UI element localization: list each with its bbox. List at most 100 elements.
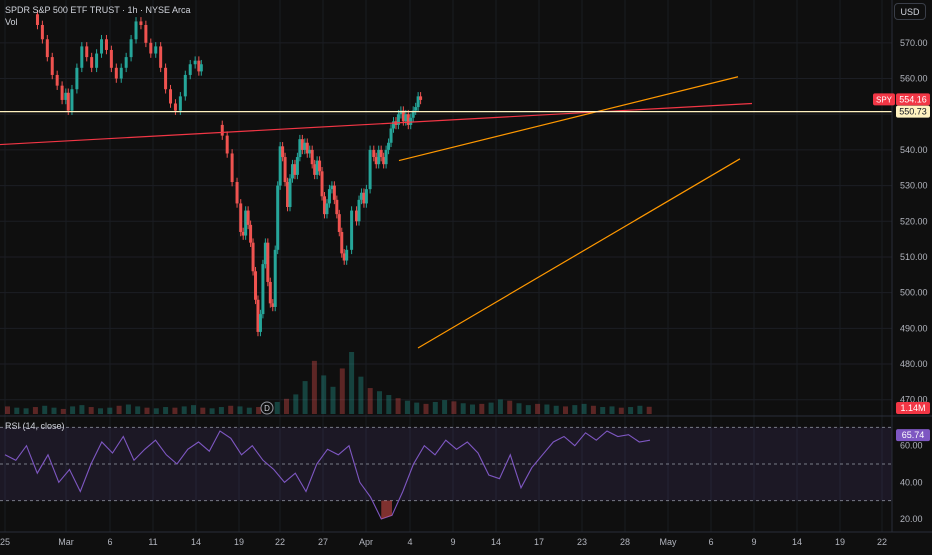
dividend-marker (260, 401, 274, 415)
volume-bar (107, 407, 113, 414)
price-badges: D SPY 554.16 550.73 1.14M 65.74 (260, 93, 930, 442)
y-tick-label: 510.00 (900, 252, 928, 262)
x-tick-label: 22 (877, 537, 887, 547)
candle-body (241, 231, 245, 236)
volume-value-badge (896, 402, 930, 414)
volume-bar (479, 403, 485, 414)
volume-bar (423, 403, 429, 414)
candle-body (359, 192, 363, 200)
rsi-value-text: 65.74 (902, 430, 925, 440)
candle-body (315, 160, 319, 175)
trendline-red (0, 102, 753, 146)
candle-body (345, 249, 349, 261)
candle-body (169, 89, 173, 104)
dividend-marker-label: D (264, 404, 270, 413)
volume-bar (404, 400, 410, 414)
level-price-text: 550.73 (899, 107, 927, 117)
candle-body (387, 142, 391, 150)
y-tick-label: 570.00 (900, 38, 928, 48)
candle-body (323, 196, 327, 215)
candle-body (129, 39, 133, 58)
volume-bar (311, 360, 317, 414)
rsi-tick-label: 40.00 (900, 477, 923, 487)
candle-body (391, 121, 395, 129)
candle-body (220, 124, 224, 136)
candle-body (406, 114, 410, 125)
x-tick-label: 14 (191, 537, 201, 547)
volume-bar (153, 408, 159, 414)
volume-bar (144, 407, 150, 414)
volume-bar (163, 407, 169, 414)
candle-body (149, 42, 153, 54)
candle-body (45, 39, 49, 58)
candle-body (379, 149, 383, 158)
candle-body (75, 67, 79, 90)
x-tick-label: 14 (491, 537, 501, 547)
candle-body (256, 299, 260, 332)
candle-body (199, 64, 203, 72)
x-tick-label: Mar (58, 537, 74, 547)
candle-body (178, 96, 182, 111)
candle-body (342, 253, 346, 261)
candle-body (372, 149, 376, 158)
volume-bar (377, 391, 382, 414)
y-tick-label: 500.00 (900, 288, 928, 298)
candle-body (340, 231, 344, 254)
symbol-title[interactable]: SPDR S&P 500 ETF TRUST · 1h · NYSE Arca (5, 5, 191, 15)
candle-body (144, 24, 148, 43)
x-tick-label: 9 (450, 537, 455, 547)
candle-body (290, 164, 294, 179)
trendline-lower (417, 158, 741, 349)
level-price-badge (896, 105, 930, 118)
volume-bar (209, 408, 215, 414)
volume-bar (618, 407, 624, 414)
volume-bar (516, 403, 522, 414)
candle-body (35, 14, 39, 25)
volume-bar (572, 405, 578, 414)
trendline-upper (398, 76, 739, 162)
rsi-oversold-fill (381, 500, 392, 519)
y-tick-label: 530.00 (900, 181, 928, 191)
rsi-legend[interactable]: RSI (14, close) (5, 421, 65, 431)
volume-legend[interactable]: Vol (5, 17, 18, 27)
volume-bar (414, 402, 420, 414)
volume-bar (358, 376, 364, 414)
candle-body (357, 199, 361, 222)
candle-body (283, 157, 287, 183)
y-tick-label: 540.00 (900, 145, 928, 155)
volume-bar (32, 407, 38, 414)
candle-body (70, 89, 74, 111)
candle-body (271, 303, 275, 307)
candle-body (377, 149, 381, 165)
y-tick-label: 520.00 (900, 216, 928, 226)
volume-bar (395, 398, 401, 414)
candle-body (164, 67, 168, 90)
volume-bar (181, 406, 187, 414)
currency-button[interactable]: USD (894, 3, 926, 20)
candle-body (249, 224, 253, 243)
volume-bar (51, 407, 57, 414)
spy-symbol-badge (873, 93, 895, 106)
x-tick-label: 23 (577, 537, 587, 547)
candle-body (235, 182, 239, 204)
candle-body (411, 110, 415, 118)
volume-bar (349, 352, 355, 414)
candle-body (239, 203, 243, 232)
x-tick-label: 6 (708, 537, 713, 547)
y-tick-label: 560.00 (900, 74, 928, 84)
candle-body (300, 139, 304, 150)
candle-body (330, 185, 334, 190)
volume-bar (330, 386, 336, 414)
candle-body (273, 249, 277, 307)
volume-bar (228, 405, 234, 414)
candle-body (414, 107, 418, 111)
volume-bars (5, 352, 652, 414)
x-tick-label: 19 (234, 537, 244, 547)
candle-body (382, 157, 386, 165)
candle-body (310, 149, 314, 165)
candle-body (320, 171, 324, 197)
candle-body (327, 189, 331, 204)
volume-bar (507, 400, 513, 414)
